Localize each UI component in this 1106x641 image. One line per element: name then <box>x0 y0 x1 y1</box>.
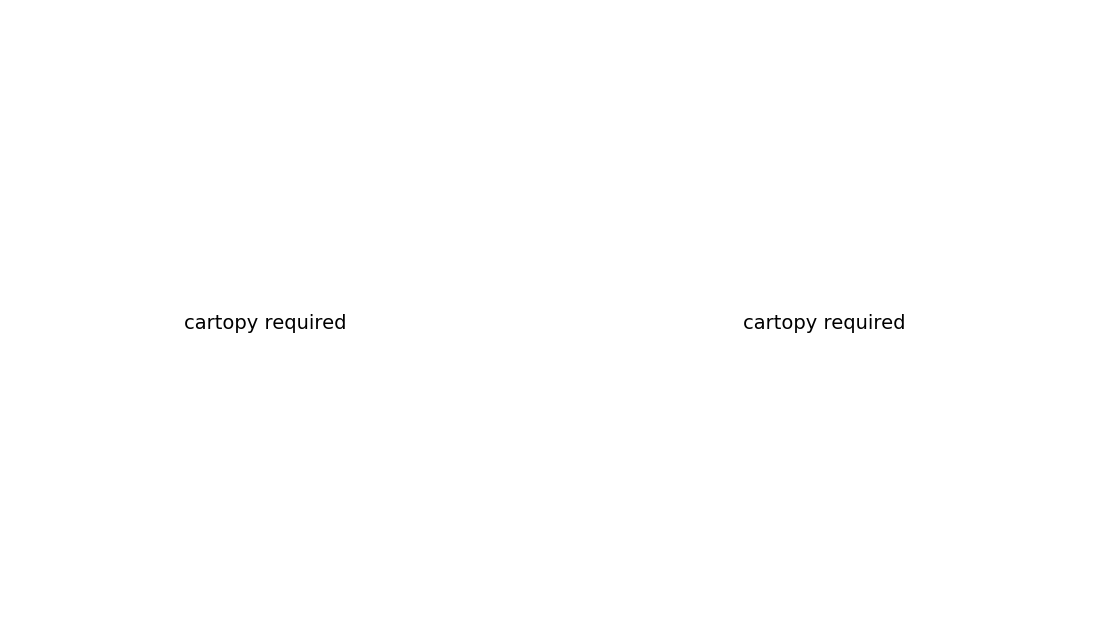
Text: cartopy required: cartopy required <box>743 314 905 333</box>
Text: cartopy required: cartopy required <box>185 314 346 333</box>
